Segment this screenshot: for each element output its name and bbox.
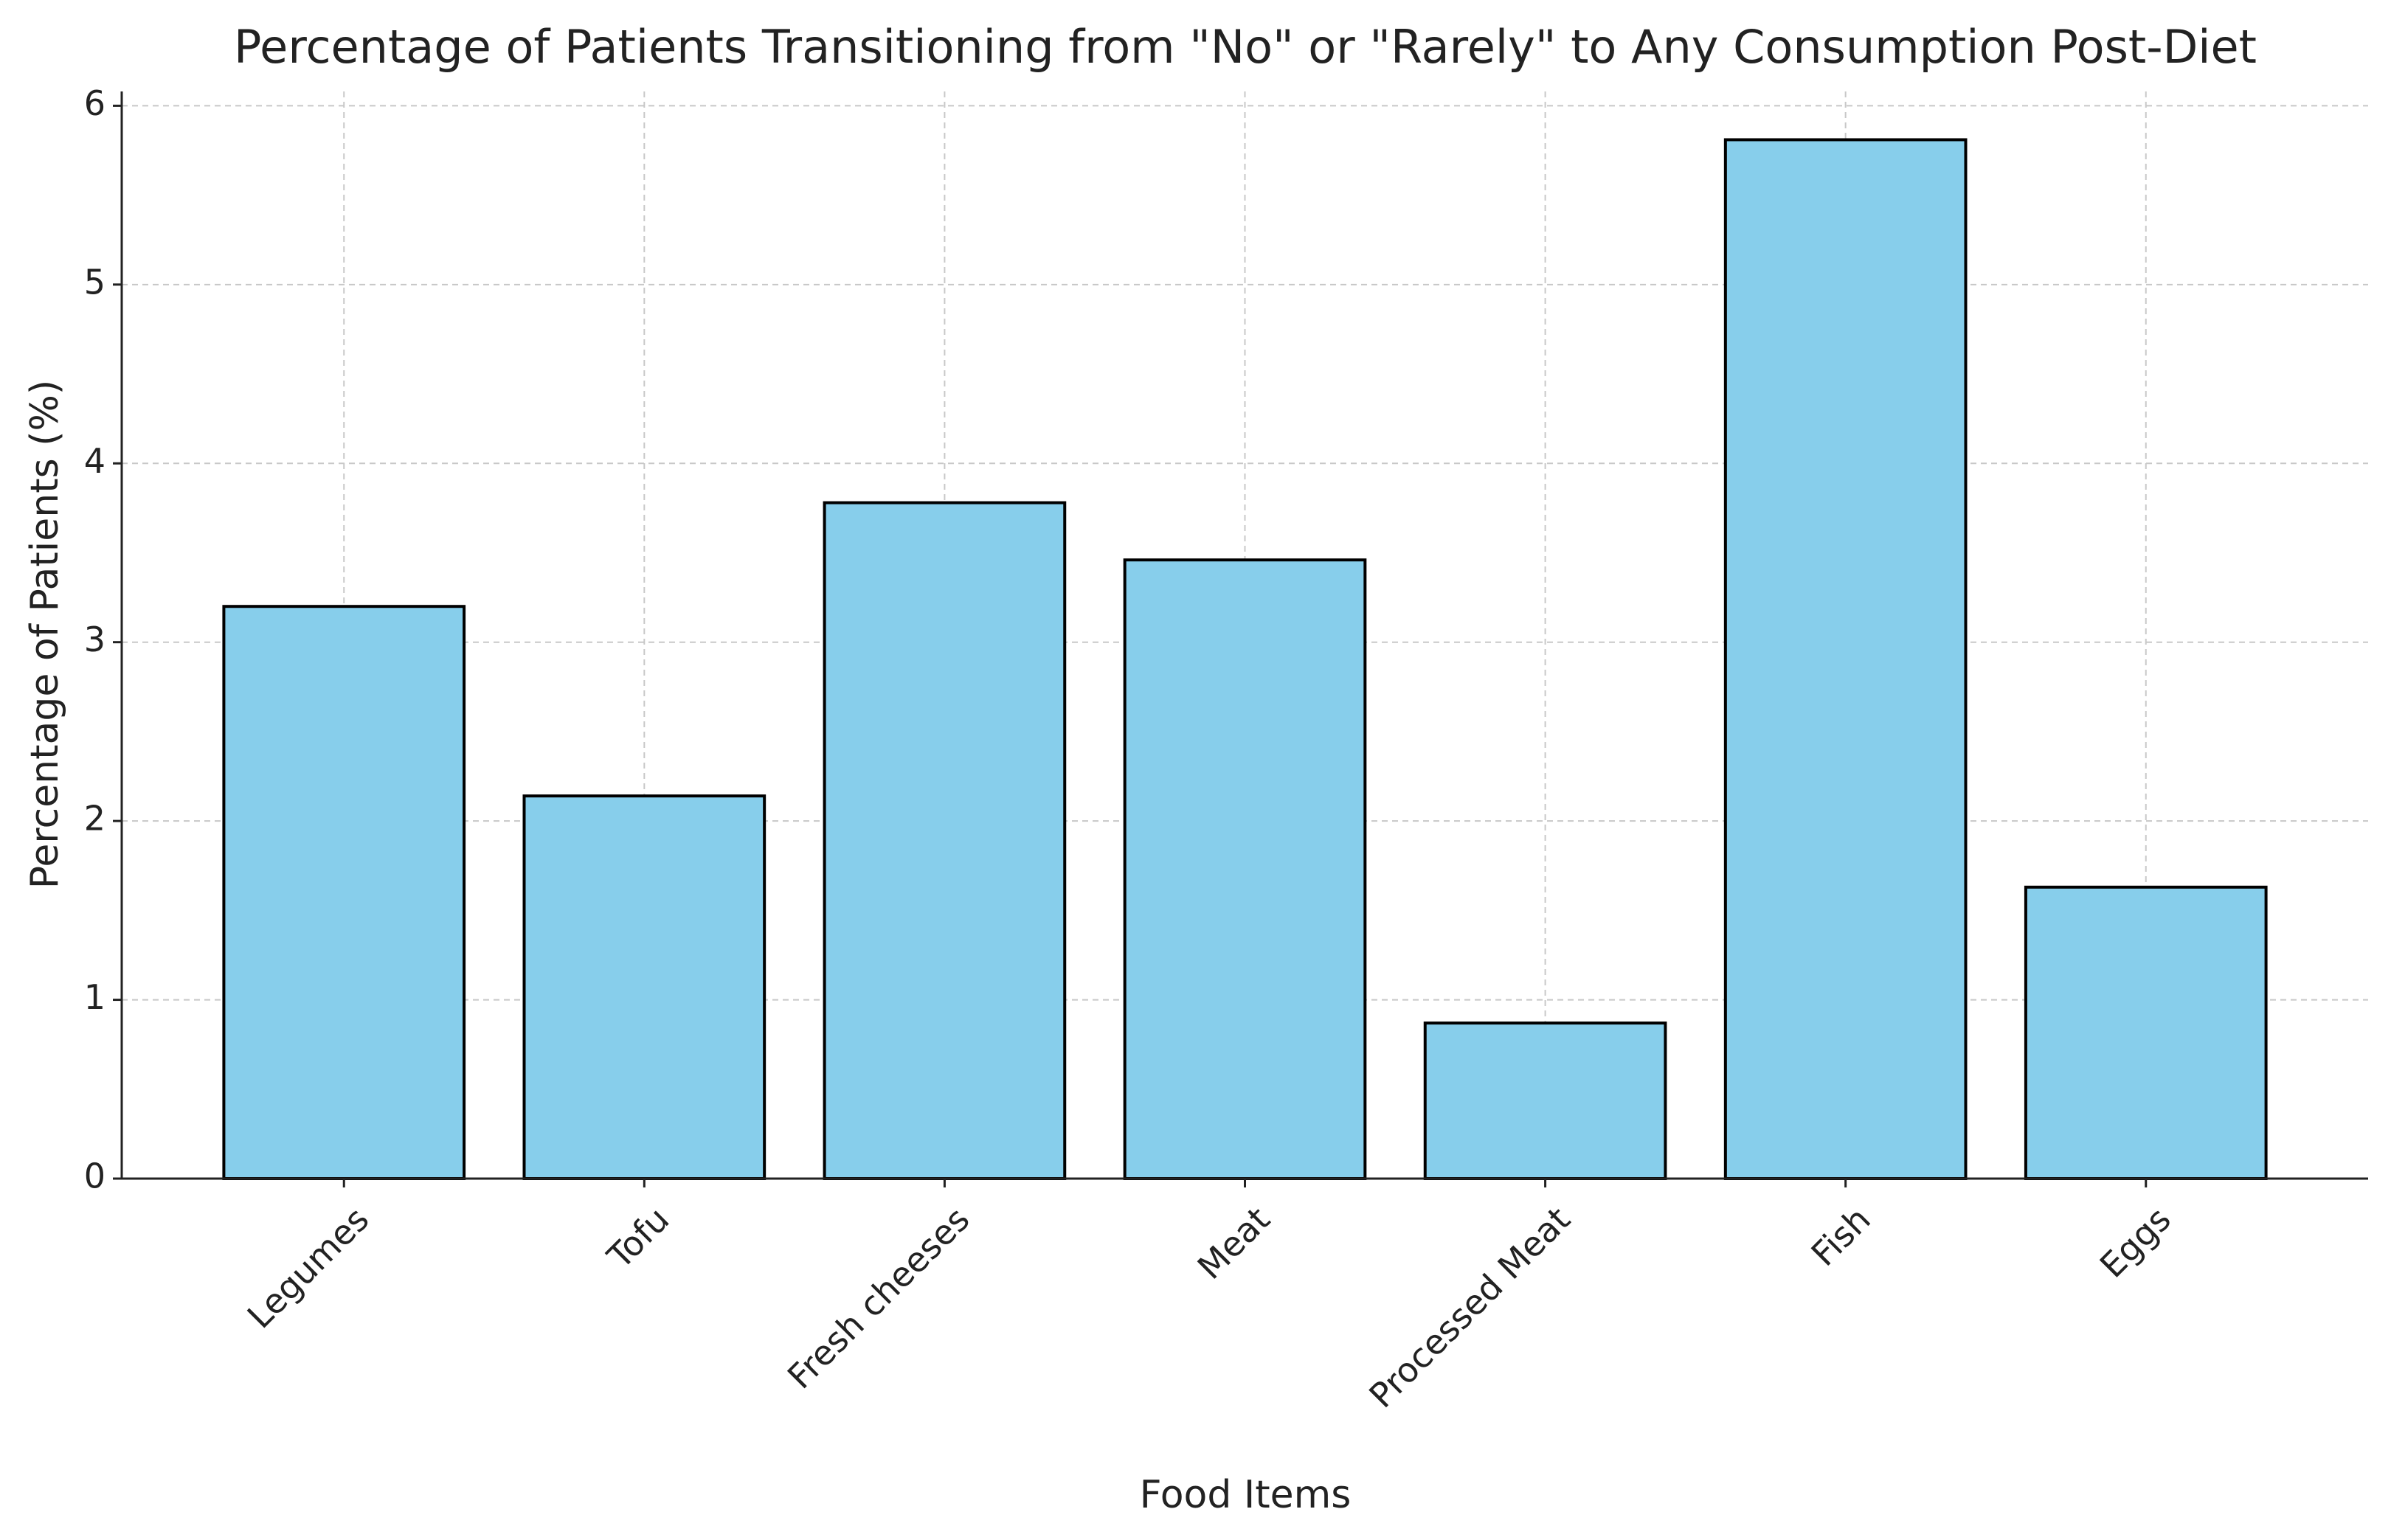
y-tick-label: 5 [84, 262, 105, 302]
x-tick-label: Eggs [2092, 1199, 2179, 1286]
chart-title: Percentage of Patients Transitioning fro… [234, 20, 2257, 74]
x-tick-label: Tofu [599, 1199, 677, 1277]
x-tick-label: Processed Meat [1361, 1199, 1577, 1415]
y-tick-label: 6 [84, 83, 105, 123]
x-tick-label: Meat [1190, 1199, 1278, 1287]
y-tick-label: 1 [84, 977, 105, 1017]
bar [1723, 138, 1968, 1180]
x-axis-label: Food Items [1140, 1473, 1352, 1517]
x-tick-label: Fresh cheeses [780, 1199, 977, 1397]
y-tick-label: 2 [84, 799, 105, 839]
bar [1423, 1022, 1667, 1181]
y-axis-label: Percentage of Patients (%) [23, 380, 67, 889]
x-tick-label: Legumes [240, 1199, 377, 1336]
x-tick-label: Fish [1804, 1199, 1878, 1274]
y-tick-label: 4 [84, 441, 105, 481]
bar [522, 794, 767, 1180]
y-tick-label: 0 [84, 1156, 105, 1196]
bar [823, 501, 1067, 1180]
y-tick-label: 3 [84, 620, 105, 659]
bar [1123, 558, 1367, 1180]
bar [222, 605, 466, 1180]
bar [2024, 885, 2268, 1181]
